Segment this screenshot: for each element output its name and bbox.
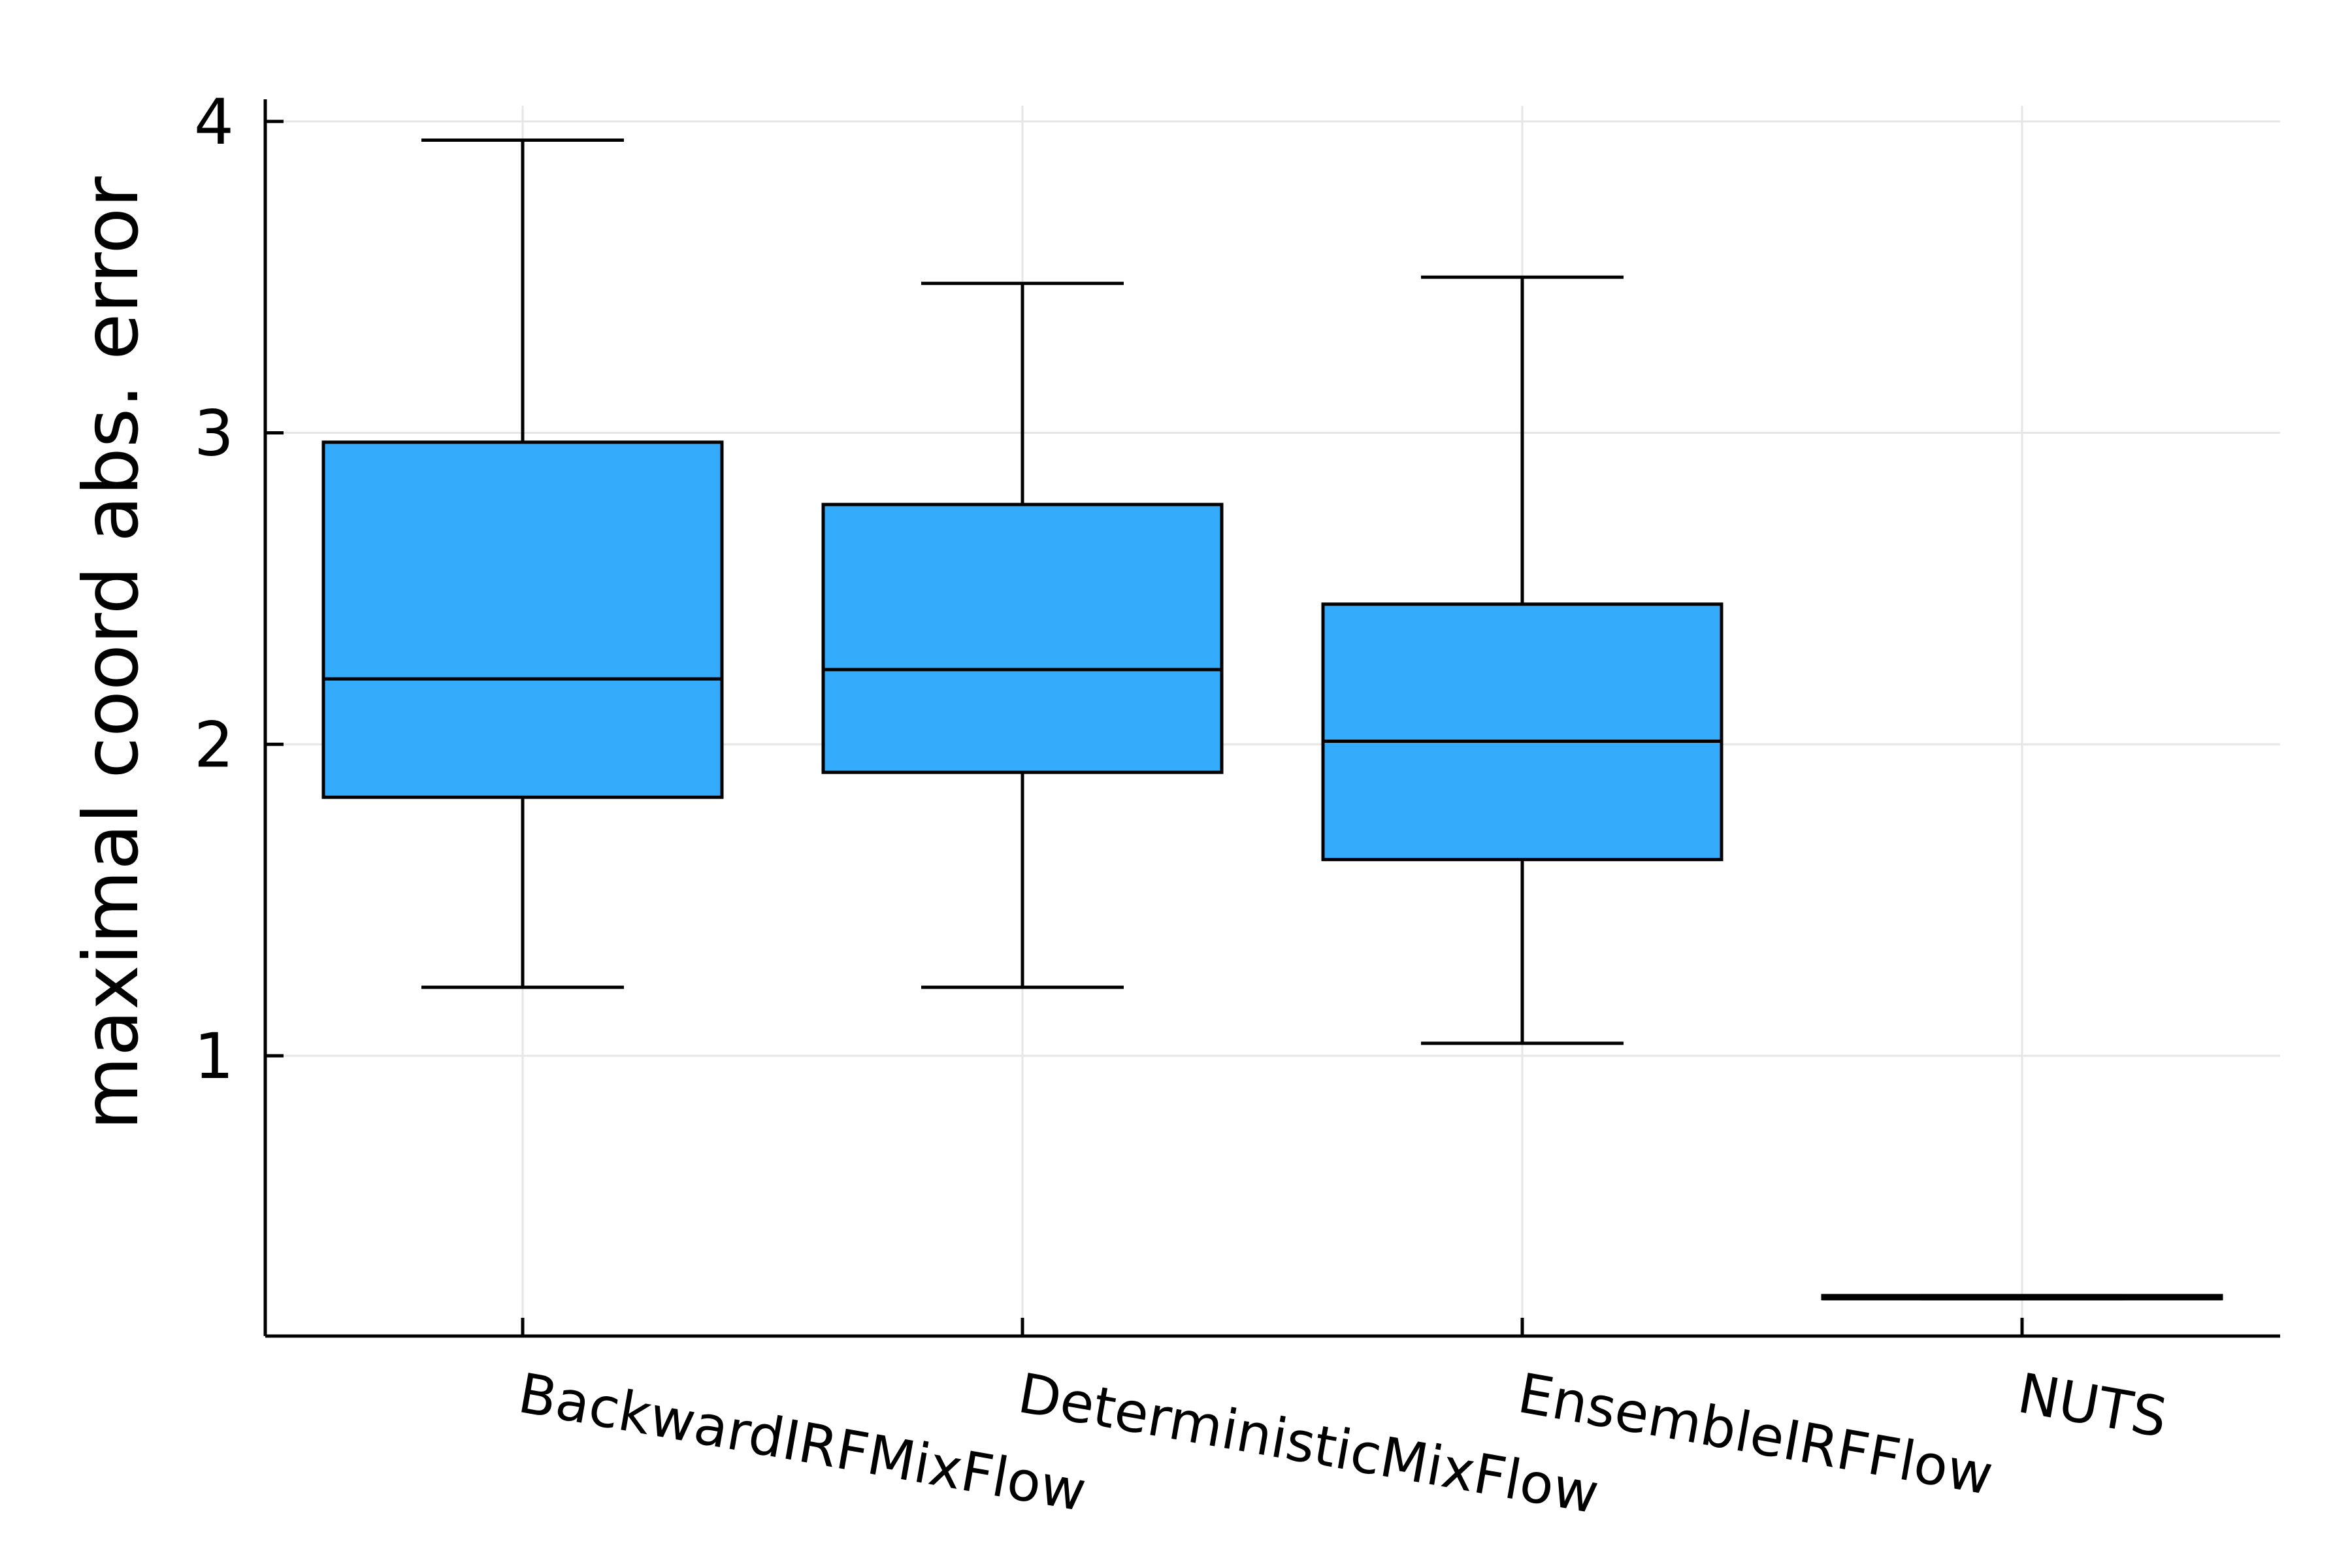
x-tick-label: DeterministicMixFlow [1014,1361,1604,1526]
box-deterministicmixflow [821,282,1224,989]
x-tick-label: BackwardIRFMixFlow [514,1361,1091,1524]
y-tick-label: 3 [194,397,234,470]
axes: 1 2 3 4 BackwardIRFMixFlowDeterministicMixFl… [194,86,2280,1526]
box-iqr [321,440,724,799]
box-plot-series [321,138,2223,1301]
box-iqr [821,502,1224,774]
y-axis-label: maximal coord abs. error [67,176,155,1130]
box-iqr [1321,602,1723,862]
box-ensembleirfflow [1321,275,1723,1045]
y-tick-label: 4 [194,86,234,159]
y-tick-label: 2 [194,708,234,781]
y-tick-label: 1 [194,1020,234,1093]
box-backwardirfmixflow [321,138,724,989]
x-tick-label: NUTS [2014,1361,2172,1450]
box-nuts [1821,1294,2223,1301]
